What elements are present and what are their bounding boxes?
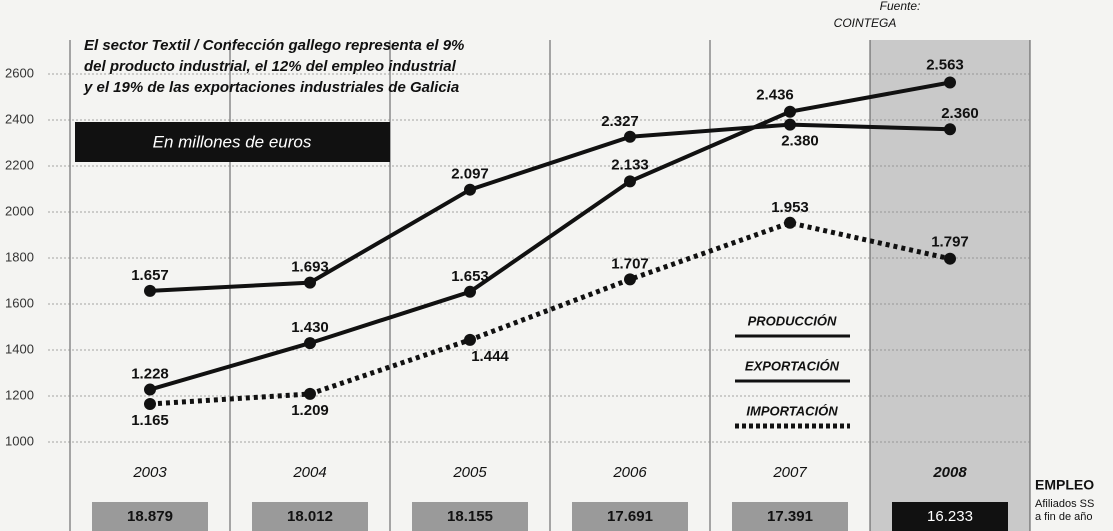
- x-tick-label: 2006: [612, 464, 647, 481]
- employment-value: 17.691: [607, 508, 653, 525]
- value-label: 1.657: [131, 267, 169, 284]
- y-tick-label: 2000: [5, 203, 34, 218]
- x-tick-label: 2007: [772, 464, 807, 481]
- employment-value: 18.879: [127, 508, 173, 525]
- employment-title: EMPLEO: [1035, 477, 1094, 493]
- point: [784, 106, 796, 118]
- value-label: 2.097: [451, 166, 489, 183]
- point: [784, 217, 796, 229]
- employment-subtitle: Afiliados SS: [1035, 498, 1094, 510]
- value-label: 2.360: [941, 105, 979, 122]
- point: [144, 285, 156, 297]
- value-label: 2.436: [756, 87, 794, 104]
- y-tick-label: 2400: [5, 111, 34, 126]
- point: [304, 277, 316, 289]
- y-tick-label: 2600: [5, 65, 34, 80]
- chart: En millones de euros El sector Textil / …: [0, 0, 1113, 531]
- value-label: 1.707: [611, 255, 649, 272]
- employment-value: 16.233: [927, 508, 973, 525]
- title-line: del producto industrial, el 12% del empl…: [84, 58, 457, 75]
- point: [144, 398, 156, 410]
- value-label: 2.133: [611, 156, 649, 173]
- value-label: 1.653: [451, 268, 489, 285]
- value-label: 1.209: [291, 402, 329, 419]
- value-label: 1.953: [771, 199, 809, 216]
- x-tick-label: 2003: [132, 464, 167, 481]
- employment-subtitle: a fin de año: [1035, 511, 1093, 523]
- point: [464, 334, 476, 346]
- point: [624, 273, 636, 285]
- value-label: 2.327: [601, 113, 639, 130]
- point: [944, 253, 956, 265]
- title-line: El sector Textil / Confección gallego re…: [84, 37, 464, 54]
- value-label: 1.797: [931, 234, 969, 251]
- point: [464, 286, 476, 298]
- y-tick-label: 1600: [5, 295, 34, 310]
- point: [624, 131, 636, 143]
- legend-label: EXPORTACIÓN: [745, 358, 840, 373]
- legend-label: PRODUCCIÓN: [748, 313, 837, 328]
- x-tick-label: 2005: [452, 464, 487, 481]
- legend-label: IMPORTACIÓN: [746, 403, 838, 418]
- value-label: 1.165: [131, 412, 169, 429]
- value-label: 2.563: [926, 56, 964, 73]
- title-line: y el 19% de las exportaciones industrial…: [83, 79, 459, 96]
- point: [144, 384, 156, 396]
- point: [624, 175, 636, 187]
- point: [784, 119, 796, 131]
- point: [464, 184, 476, 196]
- y-tick-label: 1200: [5, 387, 34, 402]
- subtitle: En millones de euros: [153, 132, 312, 151]
- employment-value: 17.391: [767, 508, 813, 525]
- employment-value: 18.155: [447, 508, 493, 525]
- point: [944, 77, 956, 89]
- source: COINTEGA: [834, 16, 897, 30]
- y-tick-label: 2200: [5, 157, 34, 172]
- point: [304, 388, 316, 400]
- x-tick-label: 2004: [292, 464, 326, 481]
- source-label: Fuente:: [880, 0, 921, 13]
- value-label: 1.228: [131, 366, 169, 383]
- x-tick-label: 2008: [932, 464, 967, 481]
- y-tick-label: 1000: [5, 433, 34, 448]
- point: [944, 123, 956, 135]
- y-tick-label: 1400: [5, 341, 34, 356]
- value-label: 1.430: [291, 319, 329, 336]
- point: [304, 337, 316, 349]
- y-tick-label: 1800: [5, 249, 34, 264]
- value-label: 2.380: [781, 133, 819, 150]
- value-label: 1.693: [291, 259, 329, 276]
- employment-value: 18.012: [287, 508, 333, 525]
- value-label: 1.444: [471, 348, 509, 365]
